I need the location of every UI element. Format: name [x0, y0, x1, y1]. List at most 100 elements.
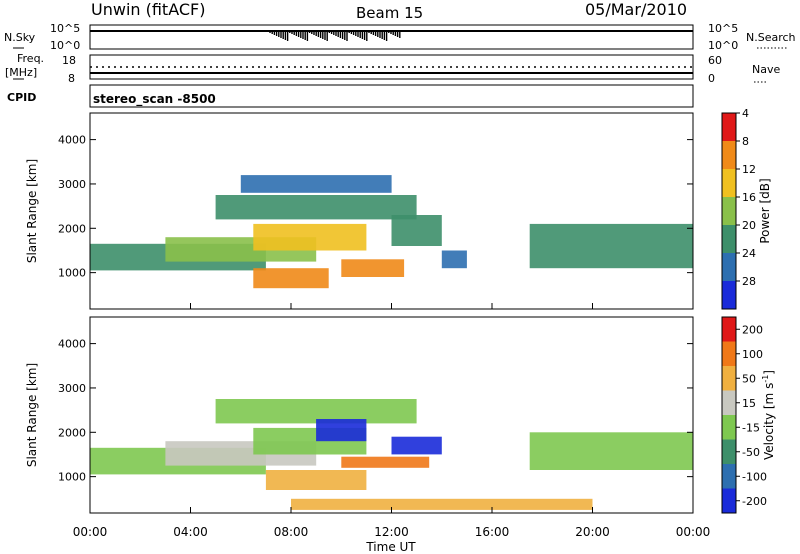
- velocity-y-label: Slant Range [km]: [25, 363, 39, 467]
- noise-right-tick-top: 10^5: [708, 22, 738, 35]
- velocity-echo-region-9: [291, 498, 593, 510]
- time-tick-label: 20:00: [575, 525, 610, 539]
- time-tick-label: 12:00: [374, 525, 409, 539]
- power-colorbar-label: Power [dB]: [758, 178, 772, 243]
- velocity-colorbar-frame: [721, 316, 737, 514]
- velocity-echo-region-5: [341, 456, 430, 468]
- power-echo-region-7: [391, 215, 442, 246]
- noise-right-label: N.Search: [746, 31, 796, 44]
- freq-label-line2: [MHz]: [5, 66, 37, 79]
- noise-right-tick-bottom: 10^0: [708, 39, 738, 52]
- freq-label-line1: Freq.: [17, 52, 44, 65]
- nave-tick-bottom: 0: [708, 72, 715, 85]
- power-y-tick-label: 1000: [58, 267, 86, 280]
- time-axis-label: Time UT: [365, 540, 416, 554]
- velocity-colorbar-label-units: m s: [762, 383, 776, 405]
- velocity-colorbar-tick-label: -200: [742, 495, 767, 508]
- cpid-frame: [89, 84, 694, 108]
- noise-frame: [89, 24, 694, 50]
- power-colorbar-segment: [722, 197, 736, 225]
- power-colorbar-tick-label: 4: [742, 107, 749, 120]
- velocity-echo-layer: [90, 399, 693, 510]
- velocity-colorbar-tick-label: 15: [742, 397, 756, 410]
- beam-title: Beam 15: [356, 4, 423, 22]
- velocity-y-tick-label: 4000: [58, 338, 86, 351]
- power-y-tick-label: 4000: [58, 134, 86, 147]
- station-title: Unwin (fitACF): [91, 0, 205, 19]
- date-title: 05/Mar/2010: [585, 0, 687, 19]
- velocity-colorbar-segment: [722, 390, 736, 415]
- cpid-panel: CPID stereo_scan -8500: [7, 84, 694, 108]
- velocity-colorbar-segment: [722, 439, 736, 464]
- velocity-colorbar-segment: [722, 366, 736, 391]
- velocity-colorbar-segment: [722, 464, 736, 489]
- power-colorbar-frame: [721, 112, 737, 310]
- velocity-echo-region-8: [529, 432, 693, 470]
- power-y-axis: 1000 2000 3000 4000: [58, 134, 693, 280]
- velocity-colorbar-tick-label: 200: [742, 323, 763, 336]
- velocity-y-tick-label: 3000: [58, 382, 86, 395]
- velocity-colorbar-segment: [722, 415, 736, 440]
- velocity-echo-region-6: [391, 436, 442, 455]
- time-tick-label: 08:00: [274, 525, 309, 539]
- velocity-echo-region-7: [265, 470, 367, 490]
- nave-tick-top: 60: [708, 54, 722, 67]
- noise-spikes: [269, 31, 401, 41]
- velocity-colorbar-tick-label: 50: [742, 372, 756, 385]
- power-colorbar-segment: [722, 113, 736, 141]
- velocity-echo-region-4: [316, 419, 367, 442]
- power-echo-region-9: [529, 223, 693, 269]
- power-colorbar-segment: [722, 225, 736, 253]
- power-panel: 1000 2000 3000 4000 Slant Range [km] 28 24 20…: [25, 107, 772, 310]
- power-echo-region-2: [253, 223, 367, 251]
- cpid-label: CPID: [7, 91, 36, 104]
- freq-panel: Freq. [MHz] 18 8 60 0 Nave: [5, 52, 780, 85]
- time-tick-label: 00:00: [676, 525, 711, 539]
- power-colorbar-tick-label: 16: [742, 191, 756, 204]
- freq-tick-bottom: 8: [68, 72, 75, 85]
- velocity-colorbar: 200 100 50 15 -15 -50 -100 -200: [721, 316, 767, 514]
- velocity-colorbar-tick-label: -50: [742, 446, 760, 459]
- time-axis: 00:00 04:00 08:00 12:00 16:00 20:00 00:00: [73, 303, 711, 539]
- power-colorbar-segment: [722, 281, 736, 309]
- noise-left-tick-bottom: 10^0: [50, 39, 80, 52]
- velocity-colorbar-label-exp: -1: [761, 375, 770, 383]
- power-colorbar-tick-label: 20: [742, 219, 756, 232]
- velocity-colorbar-segment: [722, 488, 736, 513]
- velocity-colorbar-segment: [722, 317, 736, 342]
- power-echo-region-4: [240, 175, 392, 193]
- noise-left-tick-top: 10^5: [50, 22, 80, 35]
- noise-left-label: N.Sky: [4, 31, 36, 44]
- velocity-y-tick-label: 1000: [58, 471, 86, 484]
- time-tick-label: 04:00: [173, 525, 208, 539]
- velocity-y-tick-label: 2000: [58, 426, 86, 439]
- power-colorbar-tick-label: 12: [742, 163, 756, 176]
- power-y-tick-label: 2000: [58, 222, 86, 235]
- velocity-colorbar-label-main: Velocity [: [762, 404, 776, 460]
- power-colorbar-segment: [722, 141, 736, 169]
- velocity-colorbar-tick-label: 100: [742, 348, 763, 361]
- power-echo-region-3: [215, 195, 417, 220]
- power-echo-region-8: [441, 250, 467, 269]
- power-echo-region-5: [253, 268, 329, 289]
- noise-panel: N.Sky 10^5 10^0 10^5 10^0 N.Search: [4, 22, 796, 52]
- power-y-label: Slant Range [km]: [25, 159, 39, 263]
- velocity-colorbar-label: Velocity [m s-1]: [761, 370, 776, 460]
- power-colorbar-tick-label: 24: [742, 247, 756, 260]
- velocity-y-axis: 1000 2000 3000 4000: [58, 338, 693, 484]
- velocity-panel: 1000 2000 3000 4000 Slant Range [km] 200 100…: [25, 303, 776, 554]
- velocity-colorbar-tick-label: -15: [742, 421, 760, 434]
- power-y-tick-label: 3000: [58, 178, 86, 191]
- velocity-colorbar-tick-label: -100: [742, 470, 767, 483]
- power-colorbar-tick-label: 8: [742, 135, 749, 148]
- time-tick-label: 00:00: [73, 525, 108, 539]
- power-echo-layer: [90, 175, 693, 289]
- power-colorbar-tick-label: 28: [742, 275, 756, 288]
- nave-label: Nave: [752, 63, 780, 76]
- cpid-text: stereo_scan -8500: [93, 92, 216, 107]
- power-echo-region-6: [341, 259, 405, 277]
- power-colorbar: 28 24 20 16 12 8 4: [721, 107, 756, 310]
- velocity-colorbar-label-close: ]: [762, 370, 776, 375]
- time-tick-label: 16:00: [475, 525, 510, 539]
